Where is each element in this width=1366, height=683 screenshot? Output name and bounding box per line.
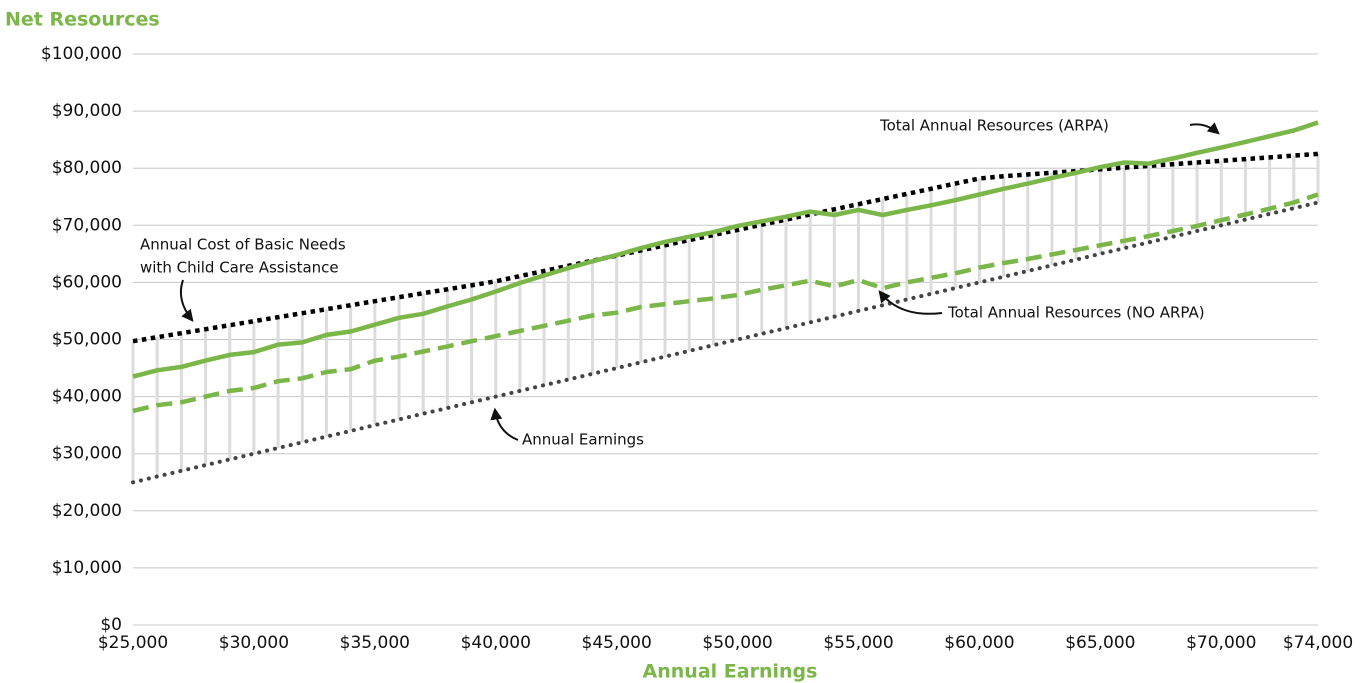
plot-lines [131, 120, 1320, 485]
y-tick-label: $70,000 [52, 215, 122, 235]
y-tick-label: $100,000 [41, 44, 122, 64]
x-axis-label: Annual Earnings [643, 661, 818, 683]
y-tick-label: $50,000 [52, 330, 122, 350]
x-tick-label: $35,000 [340, 633, 410, 653]
y-tick-label: $90,000 [52, 101, 122, 121]
annotation-arrow [878, 290, 943, 315]
y-tick-label: $0 [100, 615, 122, 635]
annotation: Annual Earnings [522, 431, 644, 449]
x-tick-label: $45,000 [582, 633, 652, 653]
annotation-arrow [490, 407, 519, 441]
chart-title: Net Resources [5, 9, 160, 31]
x-tick-label: $55,000 [823, 633, 893, 653]
y-tick-label: $80,000 [52, 158, 122, 178]
series-line [131, 200, 1320, 485]
annotation-arrow [179, 279, 194, 322]
series-line [132, 120, 1319, 379]
y-tick-label: $20,000 [52, 501, 122, 521]
x-tick-label: $65,000 [1065, 633, 1135, 653]
x-tick-label: $74,000 [1283, 633, 1353, 653]
annotation-arrow [1189, 122, 1220, 135]
x-tick-label: $40,000 [461, 633, 531, 653]
annotation: Total Annual Resources (NO ARPA) [947, 304, 1205, 322]
x-tick-label: $25,000 [98, 633, 168, 653]
y-tick-label: $10,000 [52, 558, 122, 578]
x-tick-label: $50,000 [702, 633, 772, 653]
y-tick-label: $60,000 [52, 272, 122, 292]
y-tick-label: $30,000 [52, 444, 122, 464]
y-tick-label: $40,000 [52, 387, 122, 407]
series-line [132, 151, 1319, 344]
annotation: Total Annual Resources (ARPA) [879, 117, 1109, 135]
annotation: Annual Cost of Basic Needs [140, 236, 346, 254]
x-tick-label: $30,000 [219, 633, 289, 653]
series-line [132, 192, 1319, 414]
x-tick-label: $70,000 [1186, 633, 1256, 653]
x-tick-label: $60,000 [944, 633, 1014, 653]
annotation: with Child Care Assistance [140, 259, 339, 277]
